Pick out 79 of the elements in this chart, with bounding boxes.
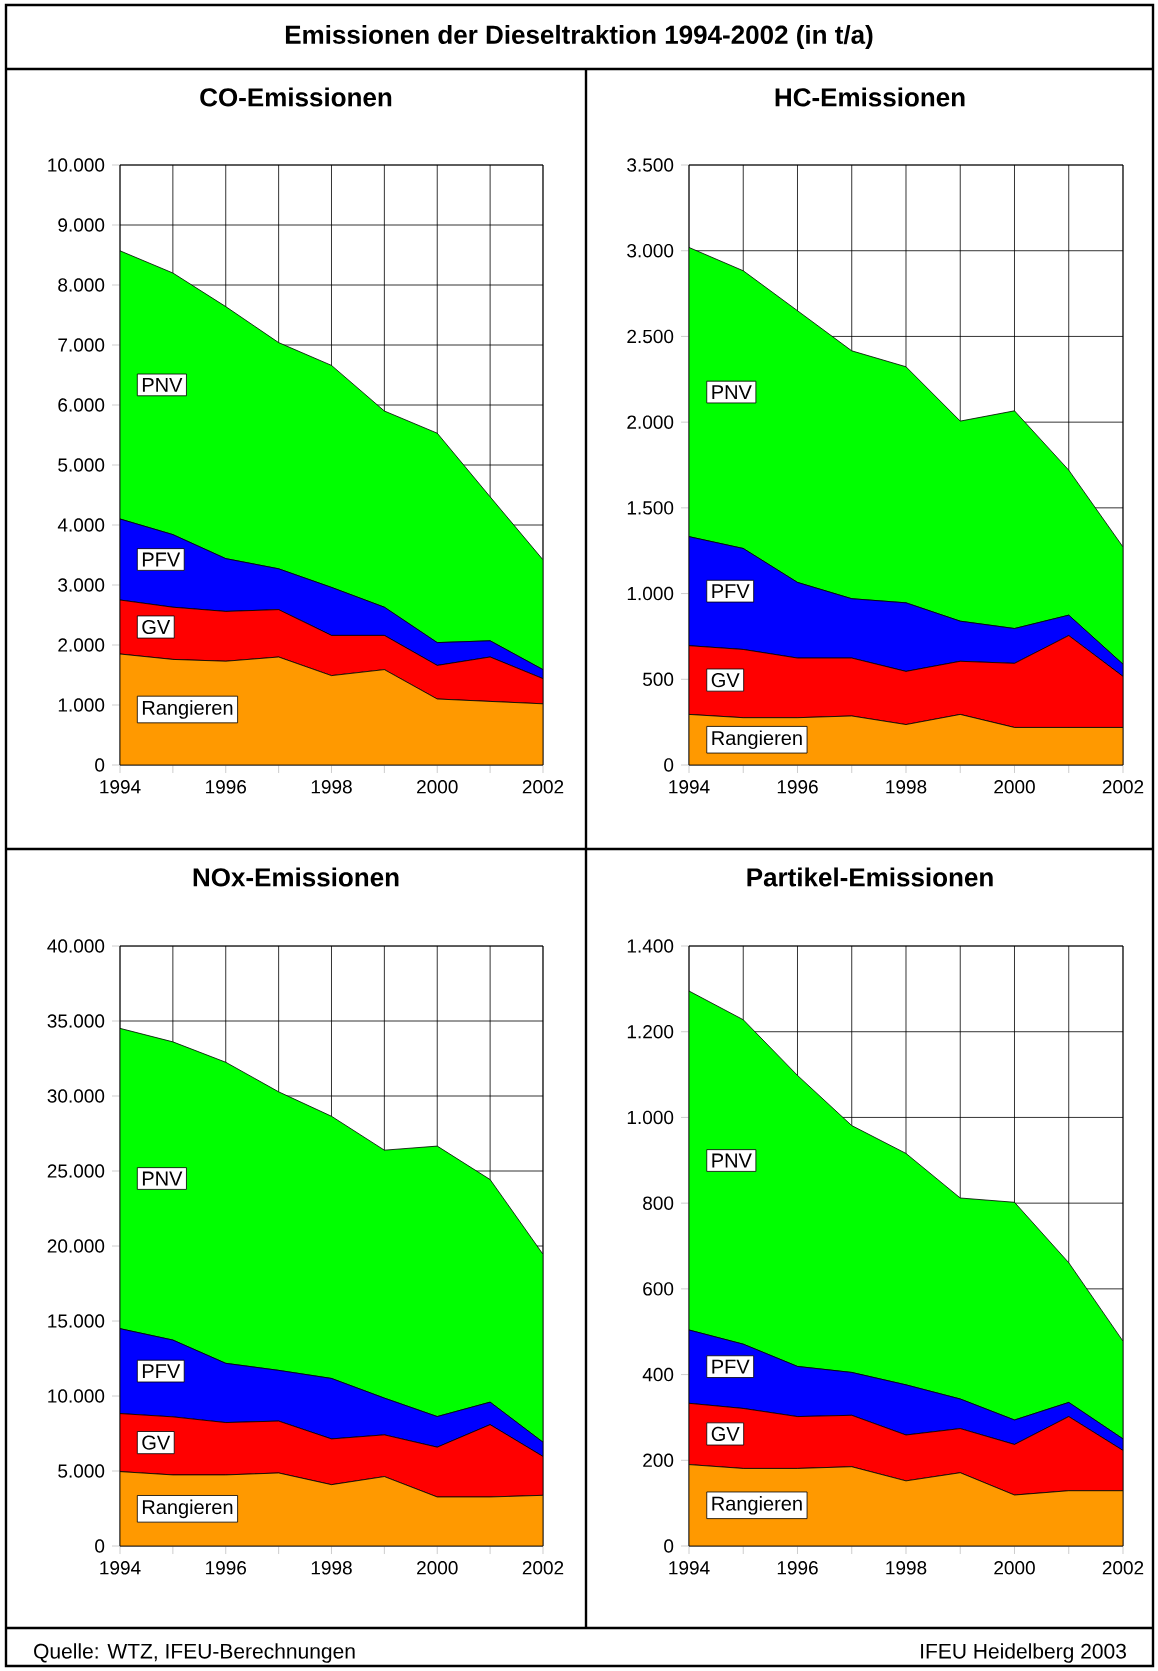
series-label: Rangieren [142, 700, 233, 719]
y-tick-label: 15.000 [48, 1314, 105, 1328]
y-tick-label: 5.000 [58, 1464, 105, 1478]
y-tick-label: 0 [664, 1539, 674, 1553]
series-label: GV [142, 1435, 171, 1450]
y-tick-label: 5.000 [58, 458, 105, 472]
y-tick-label: 800 [643, 1196, 674, 1210]
y-tick-label: 40.000 [47, 939, 105, 953]
x-tick-label: 1998 [886, 1561, 927, 1575]
y-tick-label: 600 [643, 1282, 674, 1296]
x-tick-label: 2000 [417, 780, 458, 794]
x-tick-label: 2002 [1102, 1561, 1144, 1575]
y-tick-label: 2.500 [627, 329, 674, 344]
y-tick-label: 500 [643, 672, 674, 687]
series-label: Rangieren [712, 1495, 802, 1515]
y-tick-label: 200 [643, 1453, 674, 1468]
y-tick-label: 2.000 [58, 638, 105, 652]
y-tick-label: 10.000 [48, 1389, 105, 1403]
series-label: GV [711, 1426, 740, 1442]
y-tick-label: 2.000 [627, 415, 674, 429]
series-label: PFV [142, 1364, 181, 1378]
y-tick-label: 1.400 [627, 939, 674, 953]
series-label: GV [142, 619, 171, 635]
series-label: PFV [712, 584, 750, 599]
y-tick-label: 3.000 [58, 578, 105, 592]
x-tick-label: 1998 [886, 780, 927, 794]
y-tick-label: 30.000 [47, 1089, 105, 1103]
y-tick-label: 9.000 [58, 218, 105, 232]
chart-title: NOx-Emissionen [193, 867, 399, 887]
series-label: PNV [712, 385, 752, 399]
y-tick-label: 3.000 [627, 243, 674, 258]
y-tick-label: 20.000 [47, 1239, 105, 1253]
y-tick-label: 1.500 [627, 501, 674, 515]
y-tick-label: 7.000 [58, 338, 105, 352]
x-tick-label: 1994 [669, 780, 710, 794]
y-tick-label: 6.000 [58, 398, 105, 412]
series-label: Rangieren [712, 730, 802, 750]
x-tick-label: 1996 [206, 1561, 247, 1575]
x-tick-label: 2000 [417, 1561, 458, 1575]
y-tick-label: 8.000 [58, 278, 105, 292]
y-tick-label: 3.500 [627, 158, 674, 172]
y-tick-label: 400 [642, 1367, 674, 1382]
series-label: PFV [712, 1359, 750, 1374]
y-tick-label: 35.000 [47, 1014, 105, 1028]
chart-title: HC-Emissionen [775, 87, 965, 107]
series-label: PFV [142, 552, 181, 567]
y-tick-label: 25.000 [47, 1164, 105, 1178]
x-tick-label: 1998 [311, 1561, 352, 1575]
series-label: PNV [142, 378, 183, 392]
x-tick-label: 2000 [994, 1561, 1035, 1575]
y-tick-label: 4.000 [57, 518, 105, 532]
y-tick-label: 0 [664, 758, 674, 772]
x-tick-label: 2002 [522, 1561, 564, 1575]
text: Emissionen der Dieseltraktion 1994-2002 (in t/a) [285, 24, 873, 50]
x-tick-label: 1996 [777, 780, 818, 794]
text: IFEU Heidelberg 2003 [921, 1643, 1126, 1663]
x-tick-label: 1996 [777, 1561, 818, 1575]
y-tick-label: 0 [95, 758, 105, 772]
x-tick-label: 2000 [994, 780, 1035, 794]
source-note: Quelle: WTZ, IFEU-Berechnungen [34, 1643, 355, 1663]
y-tick-label: 1.000 [627, 1110, 674, 1125]
series-label: PNV [712, 1153, 752, 1168]
x-tick-label: 2002 [1102, 780, 1144, 794]
chart-title: CO-Emissionen [200, 87, 392, 107]
chart-title: Partikel-Emissionen [747, 867, 993, 887]
x-tick-label: 1994 [100, 780, 141, 794]
x-tick-label: 1994 [669, 1561, 710, 1575]
x-tick-label: 1998 [311, 780, 352, 794]
y-tick-label: 1.000 [627, 586, 674, 601]
series-label: PNV [142, 1171, 183, 1186]
series-label: GV [711, 673, 740, 688]
x-tick-label: 1994 [100, 1561, 141, 1575]
y-tick-label: 10.000 [48, 158, 105, 172]
y-tick-label: 0 [95, 1539, 105, 1553]
series-label: Rangieren [142, 1499, 233, 1519]
y-tick-label: 1.200 [627, 1025, 674, 1039]
x-tick-label: 2002 [522, 780, 564, 794]
y-tick-label: 1.000 [58, 698, 105, 712]
x-tick-label: 1996 [206, 780, 247, 794]
